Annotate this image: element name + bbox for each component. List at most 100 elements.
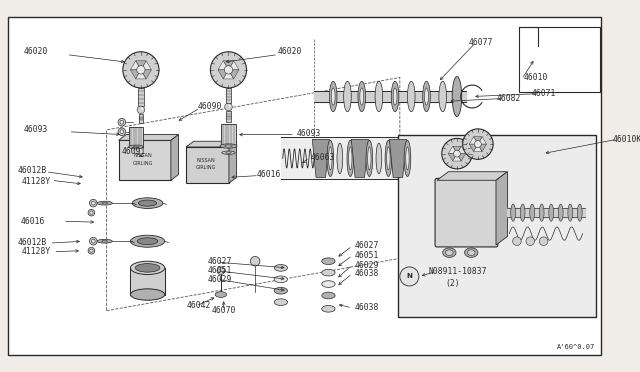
Text: 46029: 46029 bbox=[354, 260, 378, 270]
Ellipse shape bbox=[511, 204, 515, 221]
Text: 46012B: 46012B bbox=[17, 166, 46, 175]
Bar bbox=[138, 88, 144, 106]
Text: 41128Y: 41128Y bbox=[22, 177, 51, 186]
Ellipse shape bbox=[358, 81, 365, 112]
Ellipse shape bbox=[376, 143, 381, 174]
Circle shape bbox=[90, 211, 93, 214]
Polygon shape bbox=[131, 61, 141, 70]
Text: 46051: 46051 bbox=[207, 266, 232, 275]
Ellipse shape bbox=[274, 299, 287, 305]
Bar bbox=[129, 127, 143, 146]
Text: 46016: 46016 bbox=[21, 217, 45, 226]
Text: 41128Y: 41128Y bbox=[22, 247, 51, 256]
Ellipse shape bbox=[549, 204, 554, 221]
Polygon shape bbox=[312, 140, 330, 177]
Ellipse shape bbox=[439, 81, 447, 112]
Ellipse shape bbox=[347, 140, 354, 176]
Polygon shape bbox=[389, 140, 406, 177]
Ellipse shape bbox=[391, 81, 399, 112]
Polygon shape bbox=[141, 70, 152, 79]
Text: 46016: 46016 bbox=[257, 170, 282, 179]
Polygon shape bbox=[136, 70, 146, 79]
Ellipse shape bbox=[452, 77, 461, 116]
Ellipse shape bbox=[135, 264, 160, 272]
Ellipse shape bbox=[322, 258, 335, 264]
Circle shape bbox=[474, 141, 481, 148]
Text: 46038: 46038 bbox=[354, 303, 378, 312]
Text: 46012B: 46012B bbox=[17, 238, 46, 247]
Ellipse shape bbox=[131, 261, 164, 275]
Text: 46091: 46091 bbox=[122, 147, 146, 156]
Text: 46093: 46093 bbox=[297, 129, 321, 138]
Ellipse shape bbox=[129, 145, 144, 149]
Circle shape bbox=[88, 209, 95, 216]
Ellipse shape bbox=[385, 140, 392, 176]
Circle shape bbox=[88, 247, 95, 254]
Text: GIRLING: GIRLING bbox=[132, 161, 153, 166]
Bar bbox=[519, 27, 600, 92]
Ellipse shape bbox=[404, 140, 411, 176]
Polygon shape bbox=[186, 141, 237, 147]
Circle shape bbox=[90, 199, 97, 207]
Text: N08911-10837: N08911-10837 bbox=[428, 267, 487, 276]
Ellipse shape bbox=[368, 147, 371, 170]
Ellipse shape bbox=[467, 250, 475, 256]
Ellipse shape bbox=[274, 264, 287, 271]
Circle shape bbox=[224, 66, 233, 74]
Ellipse shape bbox=[530, 204, 534, 221]
Polygon shape bbox=[118, 135, 179, 140]
Text: GIRLING: GIRLING bbox=[195, 166, 216, 170]
Ellipse shape bbox=[220, 144, 237, 148]
Ellipse shape bbox=[131, 289, 164, 300]
Ellipse shape bbox=[568, 204, 573, 221]
Polygon shape bbox=[469, 144, 478, 151]
Text: 46029: 46029 bbox=[207, 275, 232, 284]
Polygon shape bbox=[449, 146, 457, 154]
Text: A'60^0.07: A'60^0.07 bbox=[557, 344, 595, 350]
Ellipse shape bbox=[97, 239, 113, 243]
Polygon shape bbox=[229, 141, 237, 183]
Ellipse shape bbox=[375, 81, 383, 112]
Polygon shape bbox=[228, 61, 239, 70]
Circle shape bbox=[118, 118, 125, 126]
Ellipse shape bbox=[327, 140, 333, 176]
Bar bbox=[118, 140, 171, 180]
Polygon shape bbox=[228, 70, 239, 79]
Circle shape bbox=[400, 267, 419, 286]
Ellipse shape bbox=[366, 140, 372, 176]
Polygon shape bbox=[474, 137, 482, 144]
Ellipse shape bbox=[132, 198, 163, 208]
Polygon shape bbox=[136, 61, 146, 70]
Circle shape bbox=[217, 267, 225, 275]
Polygon shape bbox=[452, 154, 461, 161]
Circle shape bbox=[211, 52, 246, 88]
Polygon shape bbox=[223, 70, 234, 79]
Ellipse shape bbox=[274, 276, 287, 283]
Bar bbox=[138, 114, 143, 123]
Text: 46020: 46020 bbox=[24, 47, 48, 56]
Circle shape bbox=[137, 106, 145, 114]
Ellipse shape bbox=[138, 200, 157, 206]
Polygon shape bbox=[131, 70, 141, 79]
Text: 46063: 46063 bbox=[310, 153, 335, 162]
Bar bbox=[398, 135, 596, 317]
Text: N: N bbox=[406, 273, 412, 279]
Polygon shape bbox=[449, 154, 457, 161]
Ellipse shape bbox=[322, 281, 335, 288]
Ellipse shape bbox=[393, 88, 397, 105]
Bar bbox=[186, 147, 229, 183]
Text: 46082: 46082 bbox=[497, 94, 522, 103]
Ellipse shape bbox=[558, 204, 563, 221]
Circle shape bbox=[513, 237, 521, 246]
Ellipse shape bbox=[330, 81, 337, 112]
Ellipse shape bbox=[97, 201, 113, 205]
Ellipse shape bbox=[387, 147, 390, 170]
Ellipse shape bbox=[133, 146, 139, 148]
Ellipse shape bbox=[102, 202, 108, 204]
Circle shape bbox=[123, 52, 159, 88]
Polygon shape bbox=[496, 172, 508, 245]
Ellipse shape bbox=[422, 81, 430, 112]
Text: 46071: 46071 bbox=[531, 89, 556, 98]
Ellipse shape bbox=[222, 151, 235, 154]
Circle shape bbox=[120, 130, 124, 134]
